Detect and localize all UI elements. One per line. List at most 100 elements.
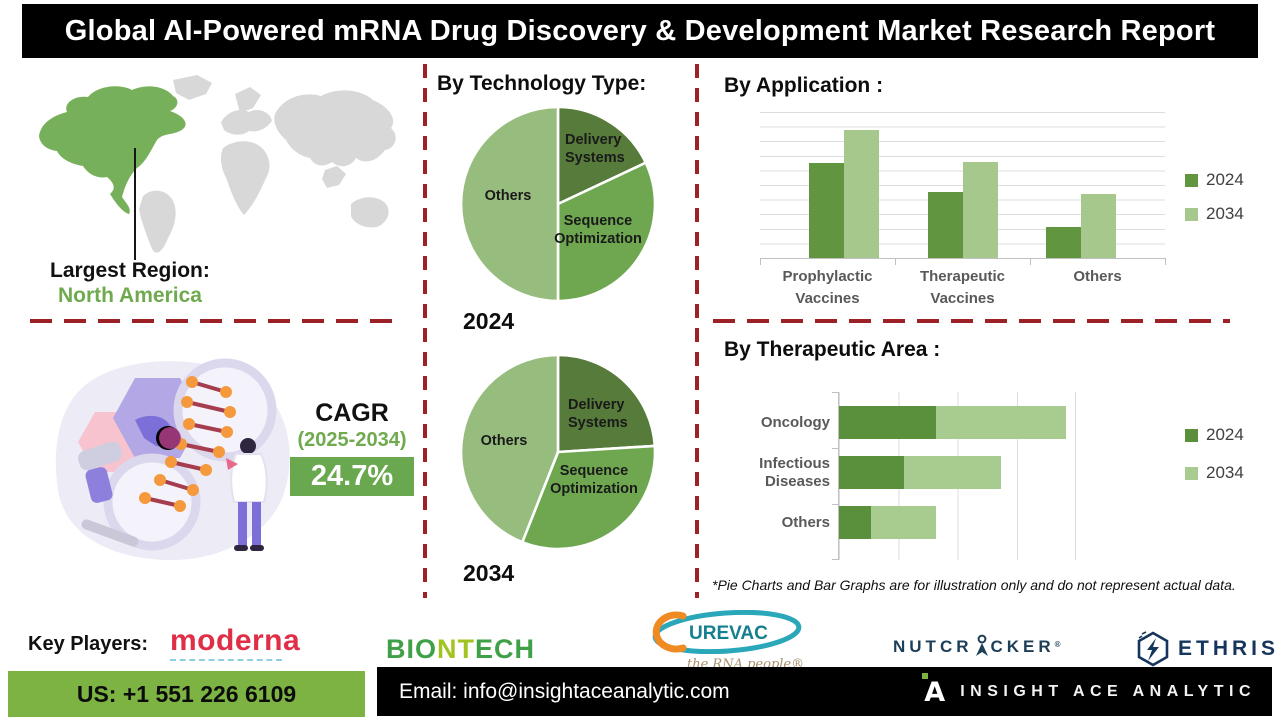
application-legend: 2024 2034: [1185, 170, 1244, 238]
pie-slice-sequence-optimization: [556, 161, 657, 303]
pie-chart-2034: Delivery Systems Others Sequence Optimiz…: [458, 352, 658, 552]
footer-brand: A INSIGHT ACE ANALYTIC: [922, 667, 1256, 716]
pie-2034-svg: [458, 352, 658, 552]
map-scandinavia: [235, 87, 261, 113]
cagr-label: CAGR: [315, 399, 389, 427]
footer-brand-name: INSIGHT ACE ANALYTIC: [960, 682, 1256, 700]
cagr-value: 24.7%: [310, 460, 394, 492]
segment-2034-others: [871, 506, 937, 539]
bar-2034-others: [1081, 193, 1117, 258]
moderna-wordmark: moderna: [170, 624, 301, 657]
pie-2034-label-sequence-optimization: Sequence Optimization: [550, 463, 638, 498]
legend-swatch-2024: [1185, 173, 1198, 187]
therapeutic-heading: By Therapeutic Area :: [724, 338, 941, 361]
nutcracker-registered-mark: ®: [1054, 640, 1061, 649]
map-south-america: [139, 190, 176, 253]
legend-label-2024: 2024: [1206, 425, 1244, 444]
pie-slice-others: [459, 353, 560, 544]
largest-region-label: Largest Region:: [50, 259, 210, 282]
map-southeast-asia: [322, 166, 346, 188]
category-label-infectious-diseases: Infectious Diseases: [759, 455, 830, 490]
pie-2024-label-others: Others: [484, 188, 532, 204]
footer-phone-block: US: +1 551 226 6109: [8, 671, 365, 717]
key-players-label: Key Players:: [28, 633, 149, 655]
logo-curevac: UREVAC the RNA people®: [645, 609, 805, 672]
pie-2024-year-label: 2024: [463, 308, 515, 334]
bar-group-therapeutic-vaccines: [927, 112, 998, 258]
legend-item-2034: 2034: [1185, 204, 1244, 224]
application-heading: By Application :: [724, 74, 884, 97]
world-map: [39, 75, 396, 253]
lab-research-illustration: [55, 358, 290, 561]
bar-2024-others: [1046, 227, 1082, 258]
segment-2024-others: [839, 506, 872, 539]
ethris-hexagon-icon: [1137, 631, 1169, 667]
technology-heading: By Technology Type:: [437, 72, 647, 95]
stacked-bar-oncology: [839, 406, 1075, 439]
pie-2024-label-sequence-optimization: Sequence Optimization: [554, 213, 642, 248]
curevac-mark: UREVAC: [652, 609, 802, 655]
region-pointer-line: [134, 148, 136, 260]
map-greenland: [173, 75, 212, 100]
divider-left: [423, 64, 427, 598]
therapeutic-category-labels: Oncology Infectious Diseases Others: [712, 392, 830, 560]
category-label-others: Others: [1073, 268, 1122, 285]
left-dashed-separator: [30, 319, 398, 323]
logo-letter: A: [924, 676, 946, 708]
divider-right: [695, 64, 699, 598]
chart-disclaimer: *Pie Charts and Bar Graphs are for illus…: [712, 577, 1236, 593]
pie-slice-sequence-optimization: [520, 444, 657, 551]
curevac-text: UREVAC: [689, 623, 768, 644]
map-north-america-highlight: [39, 86, 186, 214]
stacked-bar-infectious-diseases: [839, 456, 1075, 489]
bar-2034-therapeutic-vaccines: [962, 161, 998, 258]
segment-2024-infectious-diseases: [839, 456, 904, 489]
cagr-value-box: 24.7%: [290, 457, 414, 496]
pie-2034-year-label: 2034: [463, 560, 515, 586]
legend-swatch-2034: [1185, 207, 1198, 221]
map-asia: [274, 90, 396, 167]
bar-2024-prophylactic-vaccines: [808, 163, 844, 258]
biontech-part-3: ECH: [475, 634, 536, 664]
footer-phone: US: +1 551 226 6109: [76, 680, 297, 707]
person-coat: [230, 453, 268, 503]
moderna-dashed-underline: [170, 659, 282, 661]
logo-green-dot: [922, 672, 929, 679]
nutcracker-text-right: CKER: [990, 637, 1055, 656]
pie-2024-svg: [458, 104, 658, 304]
nutcracker-rocket-icon: [975, 634, 988, 656]
pie-slice-delivery-systems: [556, 105, 648, 206]
logo-ethris: ETHRIS: [1136, 630, 1279, 668]
footer-email: Email: info@insightaceanalytic.com: [399, 679, 730, 703]
logo-biontech: BIONTECH: [386, 636, 535, 663]
pie-2024-label-delivery-systems: Delivery Systems: [565, 132, 625, 167]
category-label-others: Others: [781, 513, 830, 531]
magnifier-bottom: [103, 453, 201, 551]
map-australia: [351, 197, 389, 228]
category-label-oncology: Oncology: [760, 413, 830, 431]
bar-group-prophylactic-vaccines: [808, 112, 879, 258]
pie-2034-label-delivery-systems: Delivery Systems: [568, 397, 628, 432]
bar-group-others: [1046, 112, 1117, 258]
title-banner: Global AI-Powered mRNA Drug Discovery & …: [22, 4, 1258, 58]
largest-region-value: North America: [58, 284, 202, 307]
bar-2034-prophylactic-vaccines: [843, 129, 879, 258]
bar-2024-therapeutic-vaccines: [927, 192, 963, 258]
ethris-text: ETHRIS: [1178, 637, 1280, 660]
application-category-labels: Prophylactic Vaccines Therapeutic Vaccine…: [760, 266, 1165, 310]
logo-moderna: moderna: [170, 626, 300, 661]
legend-swatch-2034: [1185, 466, 1198, 480]
legend-label-2034: 2034: [1206, 463, 1244, 482]
category-label-prophylactic-vaccines: Prophylactic Vaccines: [782, 268, 873, 307]
map-europe: [221, 110, 272, 135]
legend-label-2034: 2034: [1206, 204, 1244, 223]
logo-nutcracker: NUTCR CKER ®: [893, 634, 1061, 657]
insight-ace-logo-icon: A: [922, 672, 948, 709]
biontech-part-1: BIO: [386, 634, 438, 664]
category-label-therapeutic-vaccines: Therapeutic Vaccines: [919, 268, 1006, 307]
page-title: Global AI-Powered mRNA Drug Discovery & …: [64, 14, 1216, 47]
biontech-part-2: NT: [437, 634, 476, 664]
pie-2034-label-others: Others: [480, 433, 528, 449]
footer-email-block: Email: info@insightaceanalytic.com A INS…: [377, 667, 1272, 716]
